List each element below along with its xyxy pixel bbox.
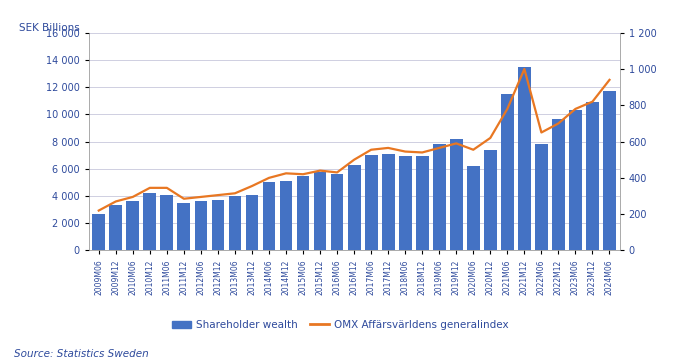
Bar bbox=[450, 139, 462, 250]
Text: SEK Billions: SEK Billions bbox=[20, 23, 80, 33]
Bar bbox=[501, 94, 513, 250]
Bar bbox=[246, 195, 258, 250]
Bar bbox=[467, 166, 479, 250]
Bar bbox=[93, 214, 105, 250]
Bar bbox=[280, 181, 292, 250]
Legend: Shareholder wealth, OMX Affärsvärldens generalindex: Shareholder wealth, OMX Affärsvärldens g… bbox=[168, 316, 513, 334]
Bar bbox=[518, 67, 530, 250]
Bar bbox=[484, 150, 496, 250]
Bar bbox=[569, 110, 582, 250]
Bar bbox=[433, 144, 445, 250]
Bar bbox=[314, 172, 326, 250]
Bar bbox=[535, 144, 548, 250]
Bar bbox=[297, 176, 309, 250]
Bar bbox=[110, 205, 122, 250]
Bar bbox=[552, 119, 565, 250]
Bar bbox=[161, 195, 173, 250]
Bar bbox=[195, 201, 207, 250]
Text: Source: Statistics Sweden: Source: Statistics Sweden bbox=[14, 349, 148, 359]
Bar bbox=[603, 90, 616, 250]
Bar bbox=[212, 200, 224, 250]
Bar bbox=[127, 201, 139, 250]
Bar bbox=[229, 196, 241, 250]
Bar bbox=[382, 154, 394, 250]
Bar bbox=[144, 193, 156, 250]
Bar bbox=[178, 203, 190, 250]
Bar bbox=[263, 182, 275, 250]
Bar bbox=[365, 155, 377, 250]
Bar bbox=[399, 156, 411, 250]
Bar bbox=[348, 165, 360, 250]
Bar bbox=[416, 156, 428, 250]
Bar bbox=[331, 174, 343, 250]
Bar bbox=[586, 102, 599, 250]
